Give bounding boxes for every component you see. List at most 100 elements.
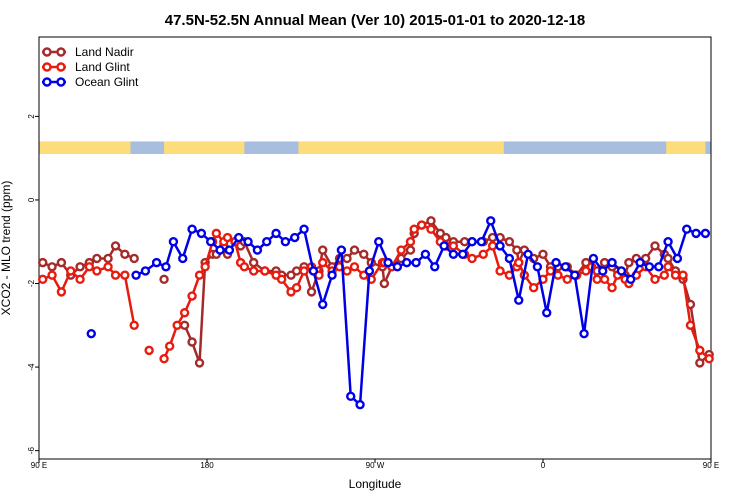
ocean-glint-point <box>579 328 589 339</box>
land-glint-point <box>349 262 360 272</box>
ocean-glint-point <box>131 270 141 280</box>
ocean-glint-point <box>598 266 608 276</box>
legend-marker <box>56 77 66 87</box>
land-nadir-point <box>599 257 610 268</box>
land-nadir-point <box>129 253 139 264</box>
land-glint-point <box>248 266 259 276</box>
land-band <box>164 141 245 154</box>
land-nadir-point <box>426 216 436 226</box>
land-glint-point <box>478 249 488 259</box>
land-glint-point <box>396 245 406 255</box>
land-glint-point <box>164 341 175 351</box>
plot-frame <box>38 36 712 460</box>
land-nadir-point <box>103 253 113 264</box>
land-nadir-point <box>187 337 197 347</box>
ocean-glint-point <box>224 245 235 255</box>
land-nadir-point <box>663 253 673 264</box>
land-glint-point <box>38 274 48 285</box>
ocean-glint-point <box>532 262 543 272</box>
land-glint-point <box>659 270 670 280</box>
legend-label: Ocean Glint <box>75 75 139 89</box>
ocean-glint-point <box>439 241 449 251</box>
ocean-glint-point <box>542 308 552 318</box>
land-glint-point <box>405 237 416 247</box>
land-nadir-point <box>159 274 169 285</box>
land-nadir-point <box>291 266 302 276</box>
ocean-glint-point <box>318 299 328 310</box>
land-nadir-point <box>56 257 67 268</box>
ocean-glint-point <box>523 249 533 259</box>
land-nadir-point <box>359 249 369 259</box>
chart-title: 47.5N-52.5N Annual Mean (Ver 10) 2015-01… <box>165 12 585 29</box>
ocean-glint-point <box>626 274 636 285</box>
land-glint-point <box>47 270 57 280</box>
land-glint-point <box>110 270 121 280</box>
ocean-glint-point <box>252 245 263 255</box>
land-nadir-point <box>318 245 328 255</box>
ocean-glint-point <box>607 257 617 268</box>
land-nadir-point <box>624 257 634 268</box>
legend-label: Land Nadir <box>75 45 134 59</box>
land-nadir-point <box>650 241 660 251</box>
land-nadir-point <box>695 358 705 368</box>
ocean-glint-point <box>280 237 291 247</box>
land-nadir-point <box>248 257 259 268</box>
ocean-glint-point <box>299 224 309 234</box>
ocean-glint-point <box>206 237 216 247</box>
ocean-glint-point <box>243 237 253 247</box>
legend-marker <box>42 47 52 57</box>
ocean-glint-point <box>327 270 337 280</box>
land-nadir-point <box>110 241 121 251</box>
y-tick-label: -2 <box>27 279 36 287</box>
land-nadir-point <box>75 262 85 272</box>
ocean-glint-point <box>234 232 244 243</box>
ocean-glint-point <box>654 262 664 272</box>
y-tick-label: 0 <box>27 197 36 202</box>
land-glint-point <box>75 274 85 285</box>
land-glint-point <box>129 320 139 330</box>
ocean-glint-point <box>151 257 162 268</box>
land-glint-point <box>179 308 190 318</box>
ocean-glint-point <box>346 391 356 402</box>
land-nadir-point <box>504 237 515 247</box>
land-nadir-point <box>194 358 205 368</box>
ocean-glint-point <box>514 295 524 305</box>
land-glint-point <box>172 320 182 330</box>
ocean-glint-point <box>672 253 683 264</box>
land-glint-point <box>650 274 660 285</box>
land-glint-point <box>120 270 130 280</box>
ocean-glint-point <box>161 262 171 272</box>
land-glint-point <box>514 257 524 268</box>
land-glint-point <box>144 345 154 356</box>
ocean-glint-point <box>336 245 347 255</box>
ocean-glint-point <box>383 257 393 268</box>
land-glint-point <box>92 266 102 276</box>
land-nadir-point <box>379 278 390 289</box>
land-glint-point <box>487 241 498 251</box>
ocean-glint-point <box>616 266 627 276</box>
land-glint-point <box>592 274 602 285</box>
legend-item-land-glint: Land Glint <box>42 60 130 74</box>
land-glint-point <box>599 274 610 285</box>
land-nadir-point <box>349 245 360 255</box>
land-glint-point <box>685 320 696 330</box>
ocean-glint-point <box>588 253 599 264</box>
ocean-glint-point <box>682 224 692 234</box>
series-layer <box>38 216 714 410</box>
land-nadir-point <box>306 287 317 297</box>
land-glint-point <box>260 266 270 276</box>
land-glint-point <box>695 345 705 356</box>
y-axis-label: XCO2 - MLO trend (ppm) <box>0 181 13 316</box>
y-tick-label: -4 <box>27 363 36 371</box>
legend-item-land-nadir: Land Nadir <box>42 45 134 59</box>
series-ocean-glint <box>86 216 711 410</box>
land-nadir-point <box>47 262 57 272</box>
legend-marker <box>42 62 52 72</box>
land-glint-point <box>211 228 222 239</box>
x-axis: 90 E 180 90 W 0 90 E <box>31 459 719 470</box>
land-glint-point <box>663 262 673 272</box>
ocean-glint-point <box>476 237 487 247</box>
land-band <box>298 141 504 154</box>
land-glint-point <box>194 270 205 280</box>
